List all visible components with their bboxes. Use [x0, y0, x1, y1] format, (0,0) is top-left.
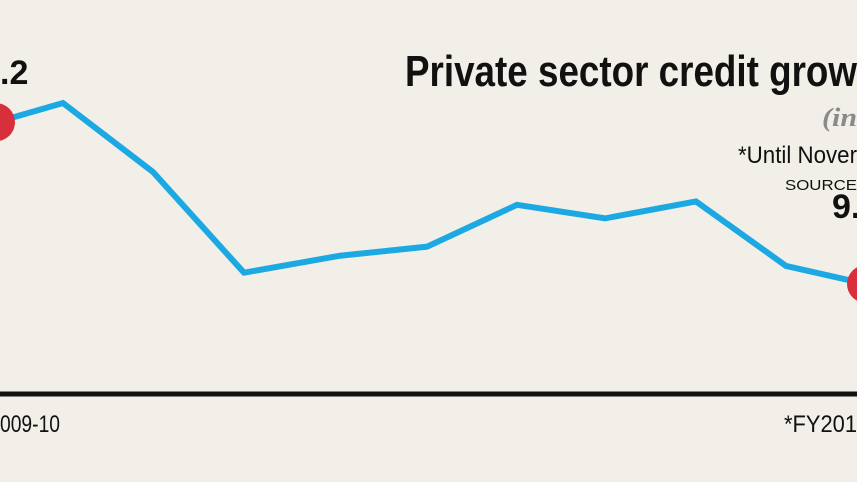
data-label: .2 — [0, 54, 28, 92]
chart-title: Private sector credit grow — [405, 47, 857, 96]
end-marker — [0, 103, 15, 141]
x-tick-label: *FY201 — [784, 411, 857, 438]
chart-subtitle: (in — [822, 103, 857, 132]
note: *Until Nover — [738, 142, 857, 169]
source: SOURCE — [785, 177, 857, 194]
x-tick-label: 009-10 — [0, 411, 60, 438]
end-marker — [847, 267, 857, 301]
data-label: 9. — [832, 188, 857, 226]
data-line — [0, 99, 857, 286]
